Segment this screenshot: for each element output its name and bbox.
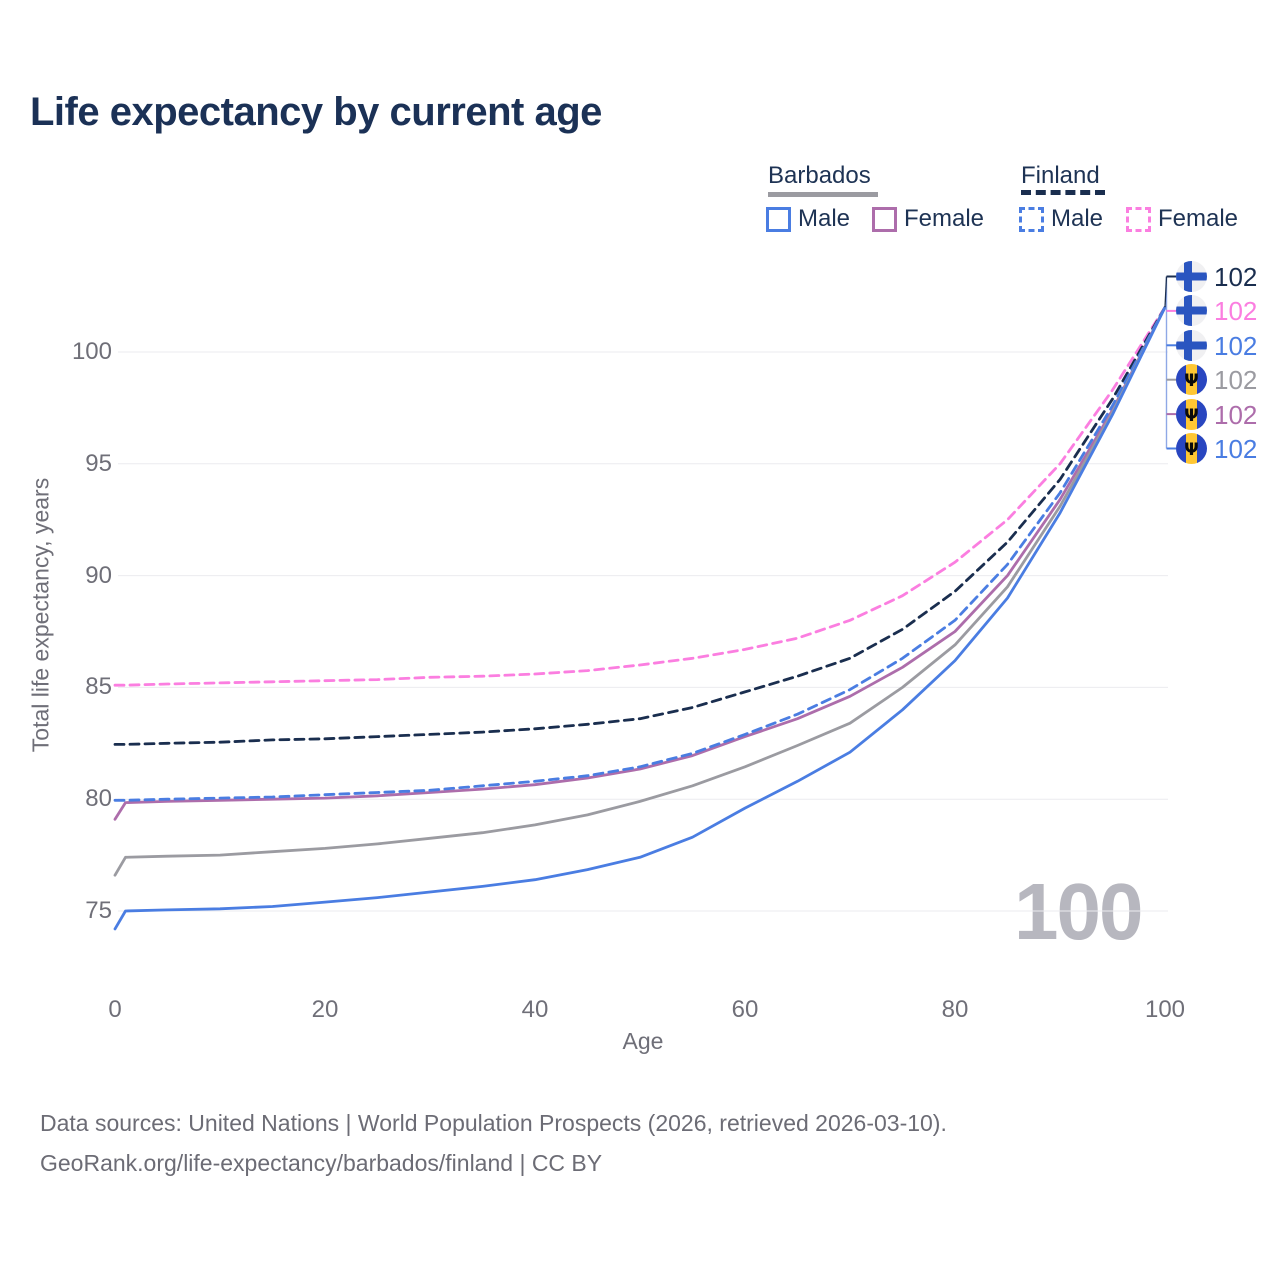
series-line-barbados-male [113,305,1167,931]
finland-flag-icon [1176,295,1207,326]
barbados-flag-icon: Ψ [1176,364,1207,395]
end-value: 102 [1214,295,1258,326]
barbados-female-swatch-icon [872,206,897,232]
barbados-flag-icon: Ψ [1176,399,1207,430]
finland-flag-icon [1176,330,1207,361]
end-value: 102 [1214,433,1258,464]
legend-item-barbados-female[interactable]: Female [872,205,984,233]
end-label-barbados-male: Ψ 102 [1176,433,1257,464]
end-label-connector [1164,276,1168,308]
finland-flag-icon [1176,261,1207,292]
barbados-male-swatch-icon [766,206,791,232]
svg-text:Ψ: Ψ [1184,371,1198,391]
x-tick-label: 80 [941,996,969,1023]
legend-finland-linestyle-sample [1021,190,1105,195]
legend-group-barbados-label: Barbados [768,162,871,189]
legend-item-label: Female [1158,205,1239,232]
end-value: 102 [1214,261,1258,292]
end-label-finland-female: 102 [1176,295,1257,326]
finland-male-swatch-icon [1019,206,1044,232]
legend-item-label: Female [904,205,985,232]
attribution-link-text[interactable]: GeoRank.org/life-expectancy/barbados/fin… [40,1150,603,1176]
x-tick-label: 0 [108,996,122,1023]
end-label-finland-male: 102 [1176,330,1257,361]
data-sources-text: Data sources: United Nations | World Pop… [40,1110,947,1136]
y-tick-label: 75 [85,897,112,924]
svg-text:Ψ: Ψ [1184,406,1198,426]
x-axis-title: Age [622,1028,664,1054]
y-axis-title: Total life expectancy, years [27,477,54,753]
legend-item-finland-male[interactable]: Male [1019,205,1103,233]
end-label-finland-both: 102 [1176,261,1257,292]
y-tick-label: 95 [85,450,112,477]
end-label-barbados-both: Ψ 102 [1176,364,1257,395]
end-label-barbados-female: Ψ 102 [1176,399,1257,430]
y-tick-label: 80 [85,785,112,812]
legend-barbados-linestyle-sample [768,192,878,197]
end-value: 102 [1214,399,1258,430]
line-chart-canvas [113,275,1176,931]
series-line-finland-female [113,305,1167,687]
finland-female-swatch-icon [1126,206,1151,232]
y-tick-label: 90 [85,562,112,589]
x-tick-label: 60 [731,996,759,1023]
x-tick-label: 40 [521,996,549,1023]
legend-item-finland-female[interactable]: Female [1126,205,1238,233]
x-tick-label: 100 [1144,996,1186,1023]
series-line-finland-both-sexes [113,305,1167,746]
y-tick-label: 85 [85,673,112,700]
svg-text:Ψ: Ψ [1184,440,1198,460]
series-line-barbados-both-sexes [113,305,1167,877]
legend-item-label: Male [1051,205,1104,232]
series-line-finland-male [113,305,1167,802]
end-value: 102 [1214,330,1258,361]
x-tick-label: 20 [311,996,339,1023]
barbados-flag-icon: Ψ [1176,433,1207,464]
end-value: 102 [1214,364,1258,395]
legend-item-label: Male [798,205,851,232]
series-line-barbados-female [113,305,1167,821]
page-title: Life expectancy by current age [30,90,602,134]
legend-group-finland-label: Finland [1021,162,1100,189]
y-tick-label: 100 [71,338,112,365]
legend-item-barbados-male[interactable]: Male [766,205,850,233]
